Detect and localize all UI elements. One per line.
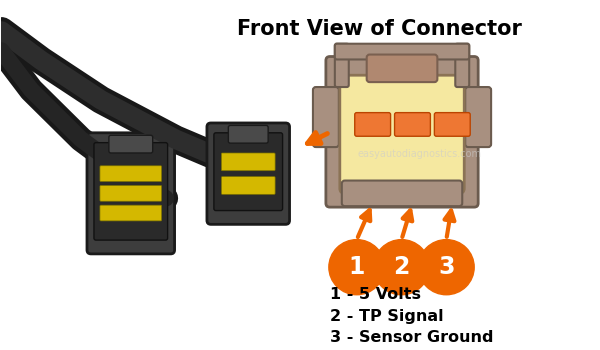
FancyBboxPatch shape xyxy=(87,133,175,254)
Circle shape xyxy=(418,240,474,295)
FancyBboxPatch shape xyxy=(355,113,391,136)
Circle shape xyxy=(329,240,385,295)
FancyBboxPatch shape xyxy=(109,135,152,153)
FancyBboxPatch shape xyxy=(455,44,469,87)
Text: Front View of Connector: Front View of Connector xyxy=(237,19,522,39)
FancyBboxPatch shape xyxy=(221,177,275,194)
Text: 1 - 5 Volts: 1 - 5 Volts xyxy=(330,287,421,302)
FancyBboxPatch shape xyxy=(100,205,161,221)
Text: 2: 2 xyxy=(394,255,410,279)
FancyBboxPatch shape xyxy=(326,56,478,207)
FancyBboxPatch shape xyxy=(342,181,462,206)
FancyBboxPatch shape xyxy=(434,113,470,136)
Circle shape xyxy=(374,240,430,295)
FancyBboxPatch shape xyxy=(395,113,430,136)
Text: 2 - TP Signal: 2 - TP Signal xyxy=(330,308,443,323)
FancyBboxPatch shape xyxy=(221,153,275,171)
Text: easyautodiagnostics.com: easyautodiagnostics.com xyxy=(358,149,481,159)
Text: 3 - Sensor Ground: 3 - Sensor Ground xyxy=(330,330,493,345)
Text: 1: 1 xyxy=(349,255,365,279)
FancyBboxPatch shape xyxy=(94,143,167,240)
FancyBboxPatch shape xyxy=(214,133,283,211)
FancyBboxPatch shape xyxy=(367,55,437,82)
FancyBboxPatch shape xyxy=(100,166,161,182)
FancyBboxPatch shape xyxy=(207,123,290,224)
FancyBboxPatch shape xyxy=(335,44,349,87)
Text: 3: 3 xyxy=(438,255,455,279)
FancyBboxPatch shape xyxy=(340,75,464,193)
FancyBboxPatch shape xyxy=(465,87,491,147)
FancyBboxPatch shape xyxy=(229,125,268,143)
FancyBboxPatch shape xyxy=(335,44,469,60)
FancyBboxPatch shape xyxy=(100,186,161,201)
FancyBboxPatch shape xyxy=(313,87,339,147)
